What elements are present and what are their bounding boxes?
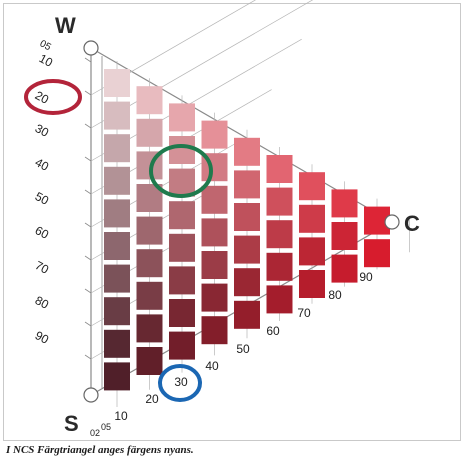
color-swatch <box>104 362 130 391</box>
highlight-ring-whiteness-20 <box>24 79 82 115</box>
color-swatch <box>169 266 195 295</box>
color-swatch <box>234 137 260 166</box>
color-swatch <box>104 199 130 228</box>
corner-label-black: S <box>64 411 79 436</box>
color-swatch <box>299 172 325 201</box>
whiteness-label: 10 <box>37 51 56 70</box>
whiteness-label: 70 <box>33 258 52 277</box>
color-swatch <box>201 251 228 279</box>
chromatic-corner-marker <box>384 214 400 230</box>
color-swatch <box>136 314 163 343</box>
color-swatch <box>104 134 130 163</box>
color-swatch <box>234 300 260 329</box>
whiteness-tick <box>84 189 92 195</box>
color-swatch <box>104 329 130 358</box>
color-swatch <box>201 283 228 312</box>
color-swatch <box>331 254 358 283</box>
figure-caption: I NCS Färgtriangel anges färgens nyans. <box>6 444 194 456</box>
color-swatch <box>104 232 130 260</box>
color-swatch <box>104 69 130 97</box>
whiteness-label: 90 <box>33 328 52 347</box>
blackness-label: 30 <box>174 375 188 389</box>
blackness-label: 70 <box>297 306 311 320</box>
color-swatch <box>201 218 228 247</box>
whiteness-tick <box>84 255 92 261</box>
blackness-label: 80 <box>328 288 342 302</box>
whiteness-tick <box>84 288 92 294</box>
color-swatch <box>201 185 228 214</box>
whiteness-label: 30 <box>33 121 52 140</box>
color-swatch <box>104 297 130 326</box>
color-swatch <box>266 155 293 183</box>
color-swatch <box>201 120 228 149</box>
highlight-ring-swatch <box>149 144 213 198</box>
color-swatch <box>136 216 163 245</box>
color-swatch <box>136 118 163 147</box>
color-swatch <box>266 187 293 216</box>
whiteness-tick <box>84 222 92 228</box>
blackness-label: 20 <box>145 392 159 406</box>
whiteness-guide-line <box>90 0 314 129</box>
color-swatch <box>201 316 228 345</box>
blackness-label: 60 <box>266 324 280 338</box>
whiteness-label: 40 <box>33 155 52 174</box>
color-swatch <box>234 235 260 264</box>
color-swatch <box>169 233 195 262</box>
blackness-label: 02 <box>90 428 100 438</box>
color-swatch <box>169 136 195 164</box>
color-swatch <box>104 264 130 293</box>
whiteness-tick <box>84 321 92 327</box>
whiteness-label: 05 <box>38 38 53 53</box>
color-swatch <box>136 249 163 278</box>
color-swatch <box>266 285 293 314</box>
whiteness-label: 20 <box>33 88 52 107</box>
color-swatch <box>234 268 260 297</box>
color-swatch <box>234 170 260 199</box>
color-swatch <box>299 237 325 266</box>
color-swatch <box>299 270 325 298</box>
color-swatch <box>266 220 293 249</box>
color-swatch <box>169 168 195 197</box>
color-swatch <box>234 203 260 231</box>
black-corner-marker <box>83 387 99 403</box>
color-swatch <box>169 103 195 132</box>
color-swatch <box>104 166 130 195</box>
color-swatch <box>104 101 130 130</box>
corner-label-white: W <box>55 13 76 38</box>
figure-frame <box>3 3 461 441</box>
blackness-label: 50 <box>236 342 250 356</box>
whiteness-tick <box>84 57 92 63</box>
color-swatch <box>136 347 163 375</box>
color-swatch <box>364 239 390 268</box>
color-swatch <box>331 222 358 250</box>
color-swatch <box>136 86 163 115</box>
whiteness-label: 60 <box>33 223 52 242</box>
color-swatch <box>299 204 325 233</box>
corner-label-chromatic: C <box>404 211 420 236</box>
color-swatch <box>331 189 358 218</box>
whiteness-tick <box>84 156 92 162</box>
color-swatch <box>169 201 195 230</box>
swatch-grid <box>104 69 390 391</box>
whiteness-tick <box>84 90 92 96</box>
whiteness-tick <box>84 354 92 360</box>
highlight-ring-blackness-30 <box>158 364 202 402</box>
blackness-label: 40 <box>205 359 219 373</box>
color-swatch <box>169 299 195 327</box>
whiteness-label: 80 <box>33 293 52 312</box>
blackness-label: 05 <box>101 422 111 432</box>
color-swatch <box>266 252 293 281</box>
blackness-label: 10 <box>114 409 128 423</box>
blackness-label: 90 <box>359 270 373 284</box>
whiteness-guide-line <box>90 0 257 96</box>
whiteness-label: 50 <box>33 189 52 208</box>
color-swatch <box>136 281 163 310</box>
whiteness-tick <box>84 123 92 129</box>
white-corner-marker <box>83 40 99 56</box>
scale-ticks <box>84 57 92 360</box>
color-swatch <box>169 331 195 360</box>
